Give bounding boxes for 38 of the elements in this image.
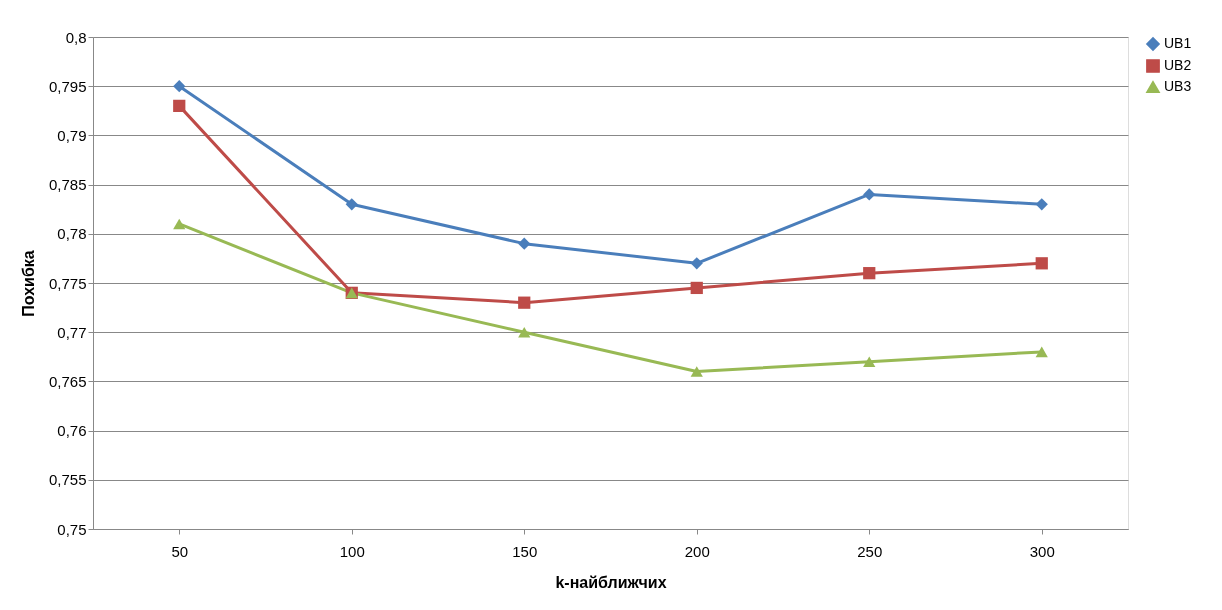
point — [863, 356, 876, 368]
point — [690, 257, 703, 270]
y-tick-label: 0,76 — [57, 422, 87, 440]
y-axis-title: Похибка — [19, 250, 37, 317]
y-tick-label: 0,77 — [57, 323, 87, 341]
point — [1035, 346, 1048, 358]
legend-label: UB1 — [1164, 35, 1192, 51]
point — [690, 366, 703, 377]
point — [690, 281, 703, 295]
point — [173, 99, 186, 112]
x-tick-label: 150 — [512, 542, 538, 560]
y-tick-label: 0,795 — [48, 77, 87, 95]
legend-label: UB3 — [1164, 78, 1192, 94]
point — [345, 198, 358, 211]
x-tick-label: 300 — [1029, 542, 1055, 560]
y-tick-label: 0,755 — [48, 471, 87, 489]
x-tick-label: 50 — [171, 542, 189, 560]
x-tick-label: 100 — [339, 542, 365, 560]
point — [173, 80, 186, 93]
y-tick-label: 0,75 — [57, 520, 87, 538]
point — [518, 296, 531, 309]
point — [863, 188, 876, 201]
x-tick-label: 250 — [857, 542, 883, 560]
point — [173, 218, 186, 230]
x-axis-title: k-найближчих — [555, 573, 667, 591]
legend-label: UB2 — [1164, 57, 1192, 73]
point — [518, 237, 531, 250]
point — [863, 267, 876, 280]
point — [518, 326, 531, 338]
y-tick-label: 0,775 — [48, 274, 87, 292]
y-tick-label: 0,785 — [48, 176, 87, 194]
point — [1035, 198, 1048, 211]
y-tick-label: 0,765 — [48, 372, 87, 390]
y-tick-label: 0,79 — [57, 126, 87, 144]
point — [1035, 257, 1048, 270]
y-tick-label: 0,8 — [65, 28, 87, 46]
y-tick-label: 0,78 — [57, 225, 87, 243]
x-tick-label: 200 — [684, 542, 710, 560]
